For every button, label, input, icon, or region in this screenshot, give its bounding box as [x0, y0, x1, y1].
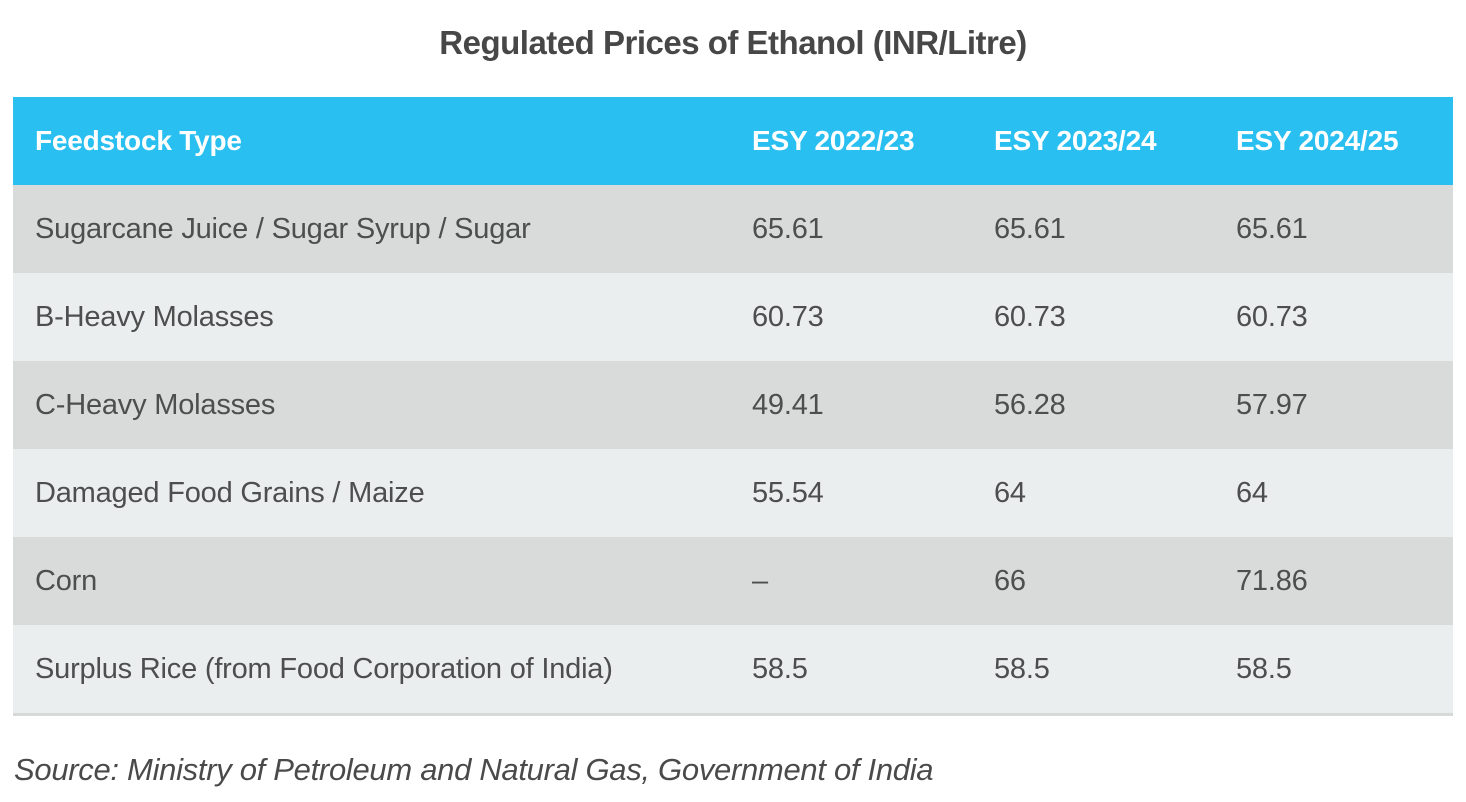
- table-row: Damaged Food Grains / Maize 55.54 64 64: [13, 449, 1453, 537]
- price-cell: –: [752, 564, 768, 597]
- feedstock-cell: B-Heavy Molasses: [35, 300, 274, 333]
- price-cell: 56.28: [994, 388, 1066, 421]
- table-row: Sugarcane Juice / Sugar Syrup / Sugar 65.…: [13, 185, 1453, 273]
- price-cell: 64: [994, 476, 1026, 509]
- table-row: B-Heavy Molasses 60.73 60.73 60.73: [13, 273, 1453, 361]
- table-row: Corn – 66 71.86: [13, 537, 1453, 625]
- price-cell: 58.5: [992, 625, 1234, 716]
- table-header: Feedstock Type ESY 2022/23 ESY 2023/24 ESY …: [13, 97, 1453, 185]
- column-header: Feedstock Type: [13, 97, 750, 185]
- page-title: Regulated Prices of Ethanol (INR/Litre): [439, 24, 1027, 61]
- price-cell: 60.73: [752, 300, 824, 333]
- price-cell: 66: [994, 564, 1026, 597]
- column-header: ESY 2023/24: [992, 97, 1234, 185]
- price-cell: 58.5: [1234, 625, 1453, 716]
- price-cell: 55.54: [752, 476, 824, 509]
- price-cell: 57.97: [1236, 388, 1308, 421]
- price-cell: 60.73: [994, 300, 1066, 333]
- table-body: Sugarcane Juice / Sugar Syrup / Sugar 65.…: [13, 185, 1453, 716]
- feedstock-cell: Sugarcane Juice / Sugar Syrup / Sugar: [35, 212, 531, 245]
- header-row: Feedstock Type ESY 2022/23 ESY 2023/24 ESY …: [13, 97, 1453, 185]
- price-cell: 60.73: [1236, 300, 1308, 333]
- column-header: ESY 2022/23: [750, 97, 992, 185]
- column-header: ESY 2024/25: [1234, 97, 1453, 185]
- price-cell: 65.61: [1236, 212, 1308, 245]
- source-note: Source: Ministry of Petroleum and Natura…: [14, 752, 934, 787]
- price-cell: 49.41: [752, 388, 824, 421]
- price-cell: 71.86: [1236, 564, 1308, 597]
- price-cell: 65.61: [752, 212, 824, 245]
- feedstock-cell: Damaged Food Grains / Maize: [35, 476, 425, 509]
- ethanol-price-table: Feedstock Type ESY 2022/23 ESY 2023/24 ESY …: [13, 97, 1453, 716]
- price-cell: 58.5: [750, 625, 992, 716]
- table-row: Surplus Rice (from Food Corporation of I…: [13, 625, 1453, 716]
- table-row: C-Heavy Molasses 49.41 56.28 57.97: [13, 361, 1453, 449]
- feedstock-cell: Corn: [35, 564, 98, 597]
- feedstock-cell: C-Heavy Molasses: [35, 388, 276, 421]
- price-cell: 65.61: [994, 212, 1066, 245]
- price-cell: 64: [1236, 476, 1268, 509]
- feedstock-cell: Surplus Rice (from Food Corporation of I…: [13, 625, 750, 716]
